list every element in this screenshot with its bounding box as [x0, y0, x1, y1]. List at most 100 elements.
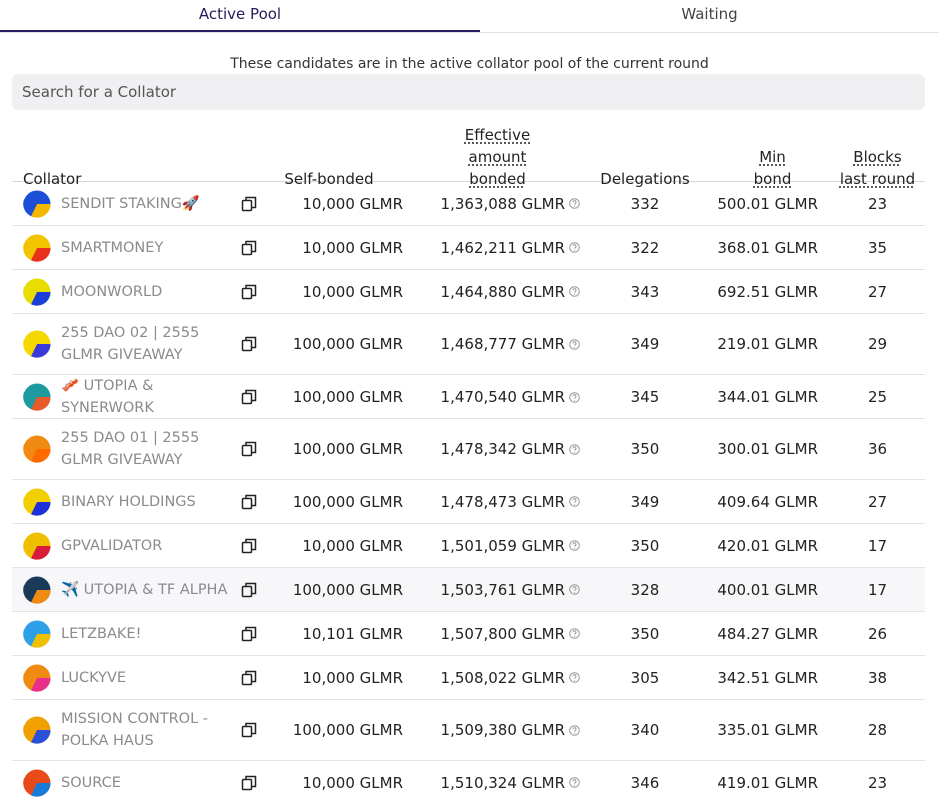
table-row: SMARTMONEY 10,000 GLMR 1,462,211 GLMR 322 36… — [12, 226, 925, 270]
collator-name: 255 DAO 01 | 2555 GLMR GIVEAWAY — [61, 430, 200, 468]
table-row: MISSION CONTROL - POLKA HAUS 100,000 GLMR… — [12, 700, 925, 761]
delegations: 350 — [630, 624, 660, 643]
delegations: 343 — [630, 282, 660, 301]
delegations: 345 — [630, 388, 660, 406]
tab[interactable]: Waiting — [681, 5, 738, 23]
table-row: MOONWORLD 10,000 GLMR 1,464,880 GLMR 343 692… — [12, 270, 925, 314]
table-header: Collator Self-bonded Effective amount bo… — [12, 124, 925, 188]
collator-name: LUCKYVE — [61, 669, 127, 686]
search-input[interactable]: Search for a Collator — [12, 74, 925, 110]
delegations: 328 — [630, 580, 660, 599]
collator-cell: 🥓 UTOPIA & SYNERWORK — [12, 375, 265, 419]
delegations: 349 — [630, 492, 660, 511]
help-icon — [569, 198, 580, 209]
header-cell: Blocks last round — [839, 148, 916, 188]
blocks: 27 — [867, 492, 888, 511]
header-cell: Self-bonded — [284, 170, 374, 188]
delegations: 350 — [630, 536, 660, 555]
effective-bonded: 1,508,022 GLMR — [440, 668, 565, 687]
self-bonded: 10,000 GLMR — [302, 282, 403, 301]
effective-cell: 1,478,342 GLMR — [415, 440, 590, 458]
copy-icon[interactable] — [241, 336, 257, 352]
effective-bonded: 1,470,540 GLMR — [440, 388, 565, 406]
copy-icon[interactable] — [241, 626, 257, 642]
collator-cell: LETZBAKE! — [12, 620, 265, 648]
effective-cell: 1,508,022 GLMR — [415, 669, 590, 687]
copy-icon[interactable] — [241, 722, 257, 738]
effective-cell: 1,503,761 GLMR — [415, 581, 590, 599]
delegations: 332 — [630, 194, 660, 213]
min-bond: 368.01 GLMR — [717, 238, 818, 257]
collator-cell: SOURCE — [12, 769, 265, 797]
min-bond: 219.01 GLMR — [717, 335, 818, 353]
delegations: 322 — [630, 238, 660, 257]
collator-cell: LUCKYVE — [12, 664, 265, 692]
header-cell: Effective amount bonded — [464, 126, 531, 188]
collator-name: GPVALIDATOR — [61, 537, 163, 554]
min-bond: 692.51 GLMR — [717, 282, 818, 301]
self-bonded: 10,000 GLMR — [302, 238, 403, 257]
collator-name: ✈️ UTOPIA & TF ALPHA — [61, 581, 228, 598]
help-icon — [569, 242, 580, 253]
self-bonded: 10,000 GLMR — [302, 773, 403, 792]
collator-cell: 255 DAO 02 | 2555 GLMR GIVEAWAY — [12, 322, 265, 366]
min-bond: 400.01 GLMR — [717, 580, 818, 599]
delegations: 340 — [630, 721, 660, 739]
help-icon — [569, 777, 580, 788]
copy-icon[interactable] — [241, 538, 257, 554]
effective-bonded: 1,464,880 GLMR — [440, 282, 565, 301]
min-bond: 484.27 GLMR — [717, 624, 818, 643]
blocks: 23 — [867, 773, 888, 792]
copy-icon[interactable] — [241, 775, 257, 791]
collator-cell: MOONWORLD — [12, 278, 265, 306]
effective-cell: 1,507,800 GLMR — [415, 625, 590, 643]
collator-cell: GPVALIDATOR — [12, 532, 265, 560]
self-bonded: 100,000 GLMR — [292, 335, 403, 353]
self-bonded: 10,000 GLMR — [302, 668, 403, 687]
copy-icon[interactable] — [241, 441, 257, 457]
help-icon — [569, 584, 580, 595]
description: These candidates are in the active colla… — [230, 56, 709, 72]
effective-cell: 1,468,777 GLMR — [415, 335, 590, 353]
copy-icon[interactable] — [241, 240, 257, 256]
collator-name: MISSION CONTROL - POLKA HAUS — [61, 711, 208, 749]
collator-cell: MISSION CONTROL - POLKA HAUS — [12, 708, 265, 752]
self-bonded: 10,000 GLMR — [302, 194, 403, 213]
effective-cell: 1,470,540 GLMR — [415, 388, 590, 406]
blocks: 25 — [867, 388, 888, 406]
blocks: 17 — [867, 536, 888, 555]
effective-bonded: 1,503,761 GLMR — [440, 580, 565, 599]
delegations: 350 — [630, 440, 660, 458]
collator-cell: 255 DAO 01 | 2555 GLMR GIVEAWAY — [12, 427, 265, 471]
help-icon — [569, 391, 580, 403]
header-cell: Collator — [23, 170, 82, 188]
table-row: LUCKYVE 10,000 GLMR 1,508,022 GLMR 305 342.5… — [12, 656, 925, 700]
copy-icon[interactable] — [241, 494, 257, 510]
min-bond: 409.64 GLMR — [717, 492, 818, 511]
copy-icon[interactable] — [241, 284, 257, 300]
effective-bonded: 1,478,342 GLMR — [440, 440, 565, 458]
avatar — [23, 769, 51, 797]
delegations: 346 — [630, 773, 660, 792]
copy-icon[interactable] — [241, 582, 257, 598]
copy-icon[interactable] — [241, 389, 257, 405]
copy-icon[interactable] — [241, 670, 257, 686]
avatar — [23, 330, 51, 358]
effective-cell: 1,462,211 GLMR — [415, 239, 590, 257]
copy-icon[interactable] — [241, 196, 257, 212]
avatar — [23, 532, 51, 560]
self-bonded: 100,000 GLMR — [292, 580, 403, 599]
collator-table: Collator Self-bonded Effective amount bo… — [12, 124, 925, 803]
avatar — [23, 278, 51, 306]
collator-cell: ✈️ UTOPIA & TF ALPHA — [12, 576, 265, 604]
header-cell: Delegations — [600, 170, 690, 188]
help-icon — [569, 724, 580, 736]
avatar — [23, 576, 51, 604]
avatar — [23, 234, 51, 262]
min-bond: 344.01 GLMR — [717, 388, 818, 406]
effective-bonded: 1,507,800 GLMR — [440, 624, 565, 643]
table-row: 🥓 UTOPIA & SYNERWORK 100,000 GLMR 1,470,54… — [12, 375, 925, 419]
help-icon — [569, 286, 580, 297]
tab[interactable]: Active Pool — [0, 0, 480, 32]
